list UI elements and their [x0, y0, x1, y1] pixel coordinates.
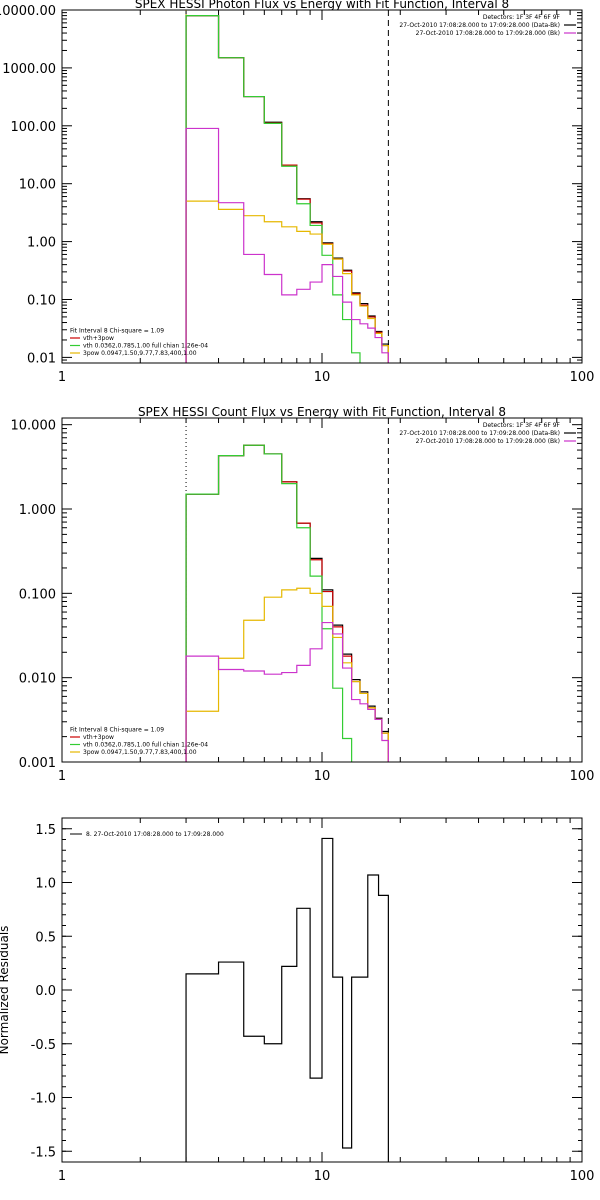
- legend-bottom-title: Fit Interval 8 Chi-square = 1.09: [70, 328, 164, 335]
- x-tick-label: 100: [570, 1169, 595, 1184]
- x-tick-label: 1: [58, 370, 66, 385]
- y-tick-label: 0.010: [19, 672, 56, 687]
- legend-entry: 8. 27-Oct-2010 17:08:28.000 to 17:09:28.…: [86, 831, 224, 838]
- legend-top-entry: 27-Oct-2010 17:08:28.000 to 17:09:28.000…: [416, 30, 560, 37]
- y-tick-label: 1.000: [19, 503, 56, 518]
- series-1-histogram: [185, 444, 389, 762]
- plot-area: [185, 10, 389, 363]
- series-4-histogram: [185, 621, 389, 762]
- y-tick-label: 100.00: [11, 120, 57, 135]
- series-3-histogram: [185, 587, 389, 762]
- series-1-histogram: [185, 15, 389, 363]
- legend-top-entry: 27-Oct-2010 17:08:28.000 to 17:09:28.000…: [399, 22, 560, 29]
- legend-top-entry: 27-Oct-2010 17:08:28.000 to 17:09:28.000…: [399, 430, 560, 437]
- y-axis-label: Normalized Residuals: [0, 926, 11, 1055]
- y-tick-label: 10.00: [19, 178, 56, 193]
- chart-title: SPEX HESSI Photon Flux vs Energy with Fi…: [135, 0, 509, 11]
- series-2-histogram: [185, 15, 361, 363]
- legend-bottom-entry: vth+3pow: [83, 335, 114, 342]
- y-tick-label: 0.100: [19, 587, 56, 602]
- legend-bottom-title: Fit Interval 8 Chi-square = 1.09: [70, 727, 164, 734]
- y-tick-label: 1.0: [35, 877, 56, 892]
- series-0-histogram: [185, 837, 389, 1162]
- residuals-panel: Normalized Residuals 1 10 100 -1.5 -1.0 -0.5 0.…: [0, 817, 595, 1184]
- y-tick-label: 0.5: [35, 930, 56, 945]
- photon-flux-panel: SPEX HESSI Photon Flux vs Energy with Fi…: [0, 0, 594, 385]
- count-flux-panel: SPEX HESSI Count Flux vs Energy with Fit…: [11, 405, 595, 784]
- plot-frame: [61, 817, 583, 1163]
- plot-area: [185, 418, 389, 762]
- x-tick-label: 10: [314, 769, 331, 784]
- plot-frame: [61, 417, 583, 763]
- y-tick-label: 1.00: [27, 236, 56, 251]
- legend-top-entry: Detectors: 1F 3F 4F 6F 9F: [483, 422, 561, 429]
- y-tick-label: 0.01: [27, 351, 56, 366]
- legend-bottom-entry: vth+3pow: [83, 734, 114, 741]
- legend-top-entry: Detectors: 1F 3F 4F 6F 9F: [483, 14, 561, 21]
- x-tick-label: 100: [570, 769, 595, 784]
- y-tick-label: -0.5: [31, 1038, 56, 1053]
- series-4-histogram: [185, 127, 389, 363]
- plot-frame: [61, 9, 583, 364]
- legend-bottom-entry: vth 0.0362,0.785,1.00 full chian 1.26e-0…: [83, 343, 208, 350]
- y-tick-label: 1000.00: [2, 62, 56, 77]
- y-tick-label: 10.000: [11, 419, 57, 434]
- x-tick-label: 10: [314, 370, 331, 385]
- legend-bottom-entry: 3pow 0.0947,1.50,9.77,7.83,400,1.00: [83, 749, 197, 756]
- x-tick-label: 100: [570, 370, 595, 385]
- plot-area: [185, 837, 389, 1162]
- y-tick-label: -1.0: [31, 1092, 56, 1107]
- series-0-histogram: [185, 15, 389, 363]
- y-tick-label: 0.10: [27, 293, 56, 308]
- y-tick-label: 0.001: [19, 756, 56, 771]
- chart-title: SPEX HESSI Count Flux vs Energy with Fit…: [138, 405, 506, 419]
- series-2-histogram: [185, 444, 353, 762]
- x-tick-label: 10: [314, 1169, 331, 1184]
- x-tick-label: 1: [58, 769, 66, 784]
- x-tick-label: 1: [58, 1169, 66, 1184]
- y-tick-label: 0.0: [35, 984, 56, 999]
- series-3-histogram: [185, 200, 389, 363]
- series-0-histogram: [185, 444, 389, 762]
- legend-bottom-entry: vth 0.0362,0.785,1.00 full chian 1.26e-0…: [83, 742, 208, 749]
- legend-bottom-entry: 3pow 0.0947,1.50,9.77,7.83,400,1.00: [83, 350, 197, 357]
- y-tick-label: 10000.00: [0, 4, 56, 19]
- y-tick-label: -1.5: [31, 1145, 56, 1160]
- legend-top-entry: 27-Oct-2010 17:08:28.000 to 17:09:28.000…: [416, 438, 560, 445]
- y-tick-label: 1.5: [35, 823, 56, 838]
